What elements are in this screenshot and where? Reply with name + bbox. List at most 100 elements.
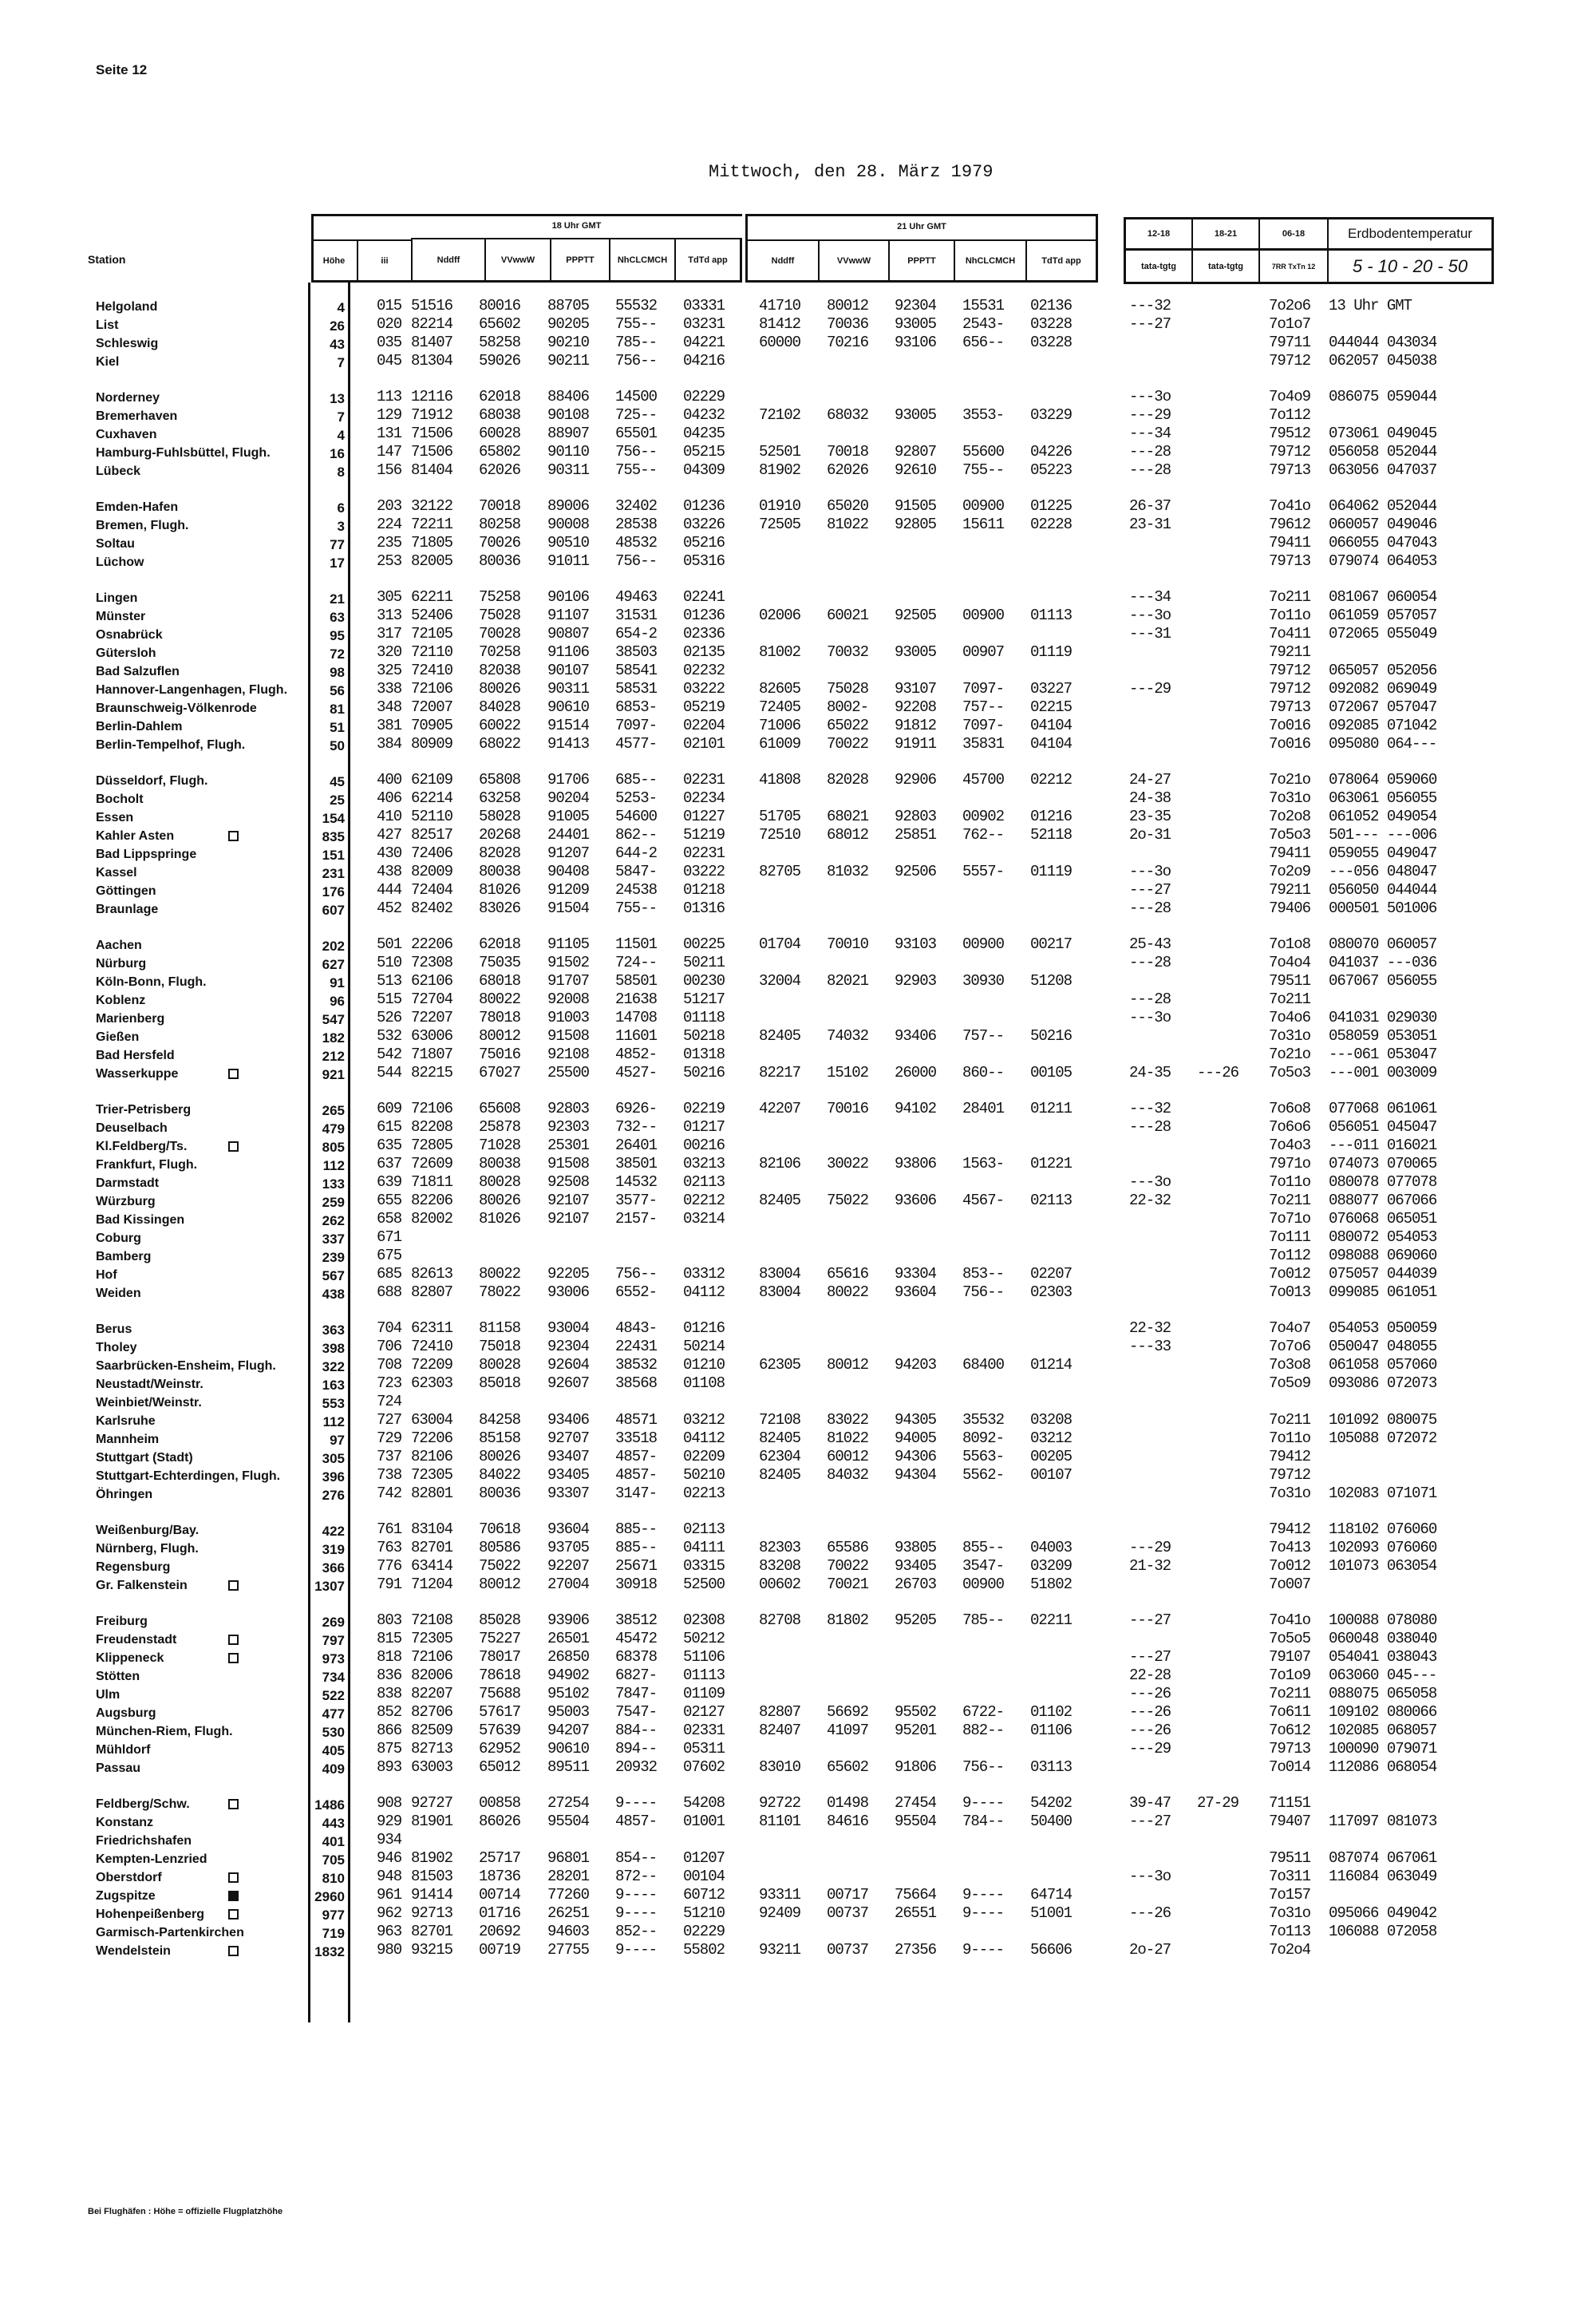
obs-18-value: 725-- bbox=[615, 406, 658, 424]
obs-18-value: 51219 bbox=[683, 826, 725, 844]
table-row: Konstanz 443 929 81901 86026 95504 4857- 01001 8… bbox=[0, 1813, 1596, 1831]
station-name: Freiburg bbox=[96, 1615, 148, 1628]
table-row: Lingen 21 305 62211 75258 90106 49463 02241 ---3… bbox=[0, 588, 1596, 607]
temp-06-18: 79713 bbox=[1269, 698, 1311, 716]
station-height: 443 bbox=[322, 1816, 345, 1831]
obs-18-value: 75035 bbox=[479, 954, 521, 971]
obs-18-value: 02209 bbox=[683, 1448, 725, 1465]
obs-18-value: 70028 bbox=[479, 625, 521, 642]
table-row: Garmisch-Partenkirchen 719 963 82701 20692 94… bbox=[0, 1923, 1596, 1941]
obs-18-value: 90110 bbox=[547, 443, 590, 461]
station-height: 810 bbox=[322, 1871, 345, 1886]
obs-21-value: 82407 bbox=[759, 1722, 801, 1739]
temp-12-18: ---33 bbox=[1129, 1338, 1171, 1355]
obs-18-value: 27254 bbox=[547, 1794, 590, 1812]
obs-18-value: 82701 bbox=[411, 1923, 453, 1940]
station-height: 422 bbox=[322, 1524, 345, 1539]
obs-18-value: 54208 bbox=[683, 1794, 725, 1812]
header-18-col-5: TdTd app bbox=[674, 238, 742, 281]
table-row: Kahler Asten 835 427 82517 20268 24401 862-- 51… bbox=[0, 826, 1596, 844]
obs-18-value: 72106 bbox=[411, 1648, 453, 1666]
obs-18-value: 755-- bbox=[615, 315, 658, 333]
obs-21-value: 01113 bbox=[1030, 607, 1073, 624]
temp-06-18: 7o11o bbox=[1269, 1173, 1311, 1191]
obs-18-value: 82009 bbox=[411, 863, 453, 880]
obs-21-value: 03208 bbox=[1030, 1411, 1073, 1429]
obs-18-value: 11501 bbox=[615, 935, 658, 953]
obs-18-value: 51106 bbox=[683, 1648, 725, 1666]
soil-temperature: 105088 072072 bbox=[1329, 1429, 1437, 1447]
obs-18-value: 63414 bbox=[411, 1557, 453, 1575]
temp-06-18: 79211 bbox=[1269, 881, 1311, 899]
station-name: Frankfurt, Flugh. bbox=[96, 1158, 198, 1172]
station-name: Kiel bbox=[96, 355, 120, 369]
station-name: Regensburg bbox=[96, 1560, 171, 1574]
temp-06-18: 79711 bbox=[1269, 334, 1311, 351]
obs-18-value: 02232 bbox=[683, 662, 725, 679]
obs-18-value: 82038 bbox=[479, 662, 521, 679]
obs-18-value: 65608 bbox=[479, 1100, 521, 1117]
table-row: Wendelstein 1832 980 93215 00719 27755 9---- 55… bbox=[0, 1941, 1596, 1959]
station-name: Lübeck bbox=[96, 465, 141, 478]
obs-21-value: 93806 bbox=[895, 1155, 937, 1172]
station-group: Feldberg/Schw. 1486 908 92727 00858 27254 9---… bbox=[0, 1794, 1596, 1959]
station-name: Zugspitze bbox=[96, 1889, 156, 1903]
obs-21-value: 50400 bbox=[1030, 1813, 1073, 1830]
divider-line bbox=[348, 283, 350, 2022]
obs-18-value: 02231 bbox=[683, 844, 725, 862]
obs-18-value: 02127 bbox=[683, 1703, 725, 1721]
soil-temperature: 058059 053051 bbox=[1329, 1027, 1437, 1045]
obs-18-value: 72105 bbox=[411, 625, 453, 642]
obs-18-value: 52110 bbox=[411, 808, 453, 825]
open-square-icon bbox=[228, 1635, 239, 1645]
obs-18-value: 01207 bbox=[683, 1849, 725, 1867]
obs-21-value: 92807 bbox=[895, 443, 937, 461]
obs-21-value: 65022 bbox=[827, 717, 869, 734]
obs-18-value: 68022 bbox=[479, 735, 521, 753]
obs-21-value: 82708 bbox=[759, 1611, 801, 1629]
station-height: 734 bbox=[322, 1670, 345, 1685]
obs-18-value: 62109 bbox=[411, 771, 453, 789]
obs-18-value: 82402 bbox=[411, 899, 453, 917]
station-id: 742 bbox=[377, 1485, 402, 1502]
obs-18-value: 02231 bbox=[683, 771, 725, 789]
obs-18-value: 654-2 bbox=[615, 625, 658, 642]
obs-18-value: 82206 bbox=[411, 1192, 453, 1209]
table-row: Darmstadt 133 639 71811 80028 92508 14532 02113… bbox=[0, 1173, 1596, 1192]
obs-18-value: 01001 bbox=[683, 1813, 725, 1830]
soil-temperature: 056058 052044 bbox=[1329, 443, 1437, 461]
station-id: 224 bbox=[377, 516, 402, 533]
obs-21-value: 756-- bbox=[962, 1758, 1005, 1776]
obs-18-value: 02336 bbox=[683, 625, 725, 642]
temp-06-18: 7o3o8 bbox=[1269, 1356, 1311, 1374]
obs-21-value: 8002- bbox=[827, 698, 869, 716]
obs-18-value: 51217 bbox=[683, 990, 725, 1008]
header-18-uhr: 18 Uhr GMT bbox=[551, 221, 602, 231]
station-name: Weiden bbox=[96, 1287, 141, 1300]
soil-temperature: 088075 065058 bbox=[1329, 1685, 1437, 1702]
obs-18-value: 05216 bbox=[683, 534, 725, 552]
obs-18-value: 77260 bbox=[547, 1886, 590, 1904]
soil-temperature: 092082 069049 bbox=[1329, 680, 1437, 698]
obs-21-value: 84032 bbox=[827, 1466, 869, 1484]
obs-21-value: 71006 bbox=[759, 717, 801, 734]
obs-18-value: 9---- bbox=[615, 1904, 658, 1922]
obs-18-value: 70018 bbox=[479, 497, 521, 515]
temp-12-18: ---28 bbox=[1129, 899, 1171, 917]
station-group: Emden-Hafen 6 203 32122 70018 89006 32402 01236… bbox=[0, 497, 1596, 571]
obs-21-value: 02136 bbox=[1030, 297, 1073, 314]
obs-21-value: 68400 bbox=[962, 1356, 1005, 1374]
obs-21-value: 02113 bbox=[1030, 1192, 1073, 1209]
obs-18-value: 04221 bbox=[683, 334, 725, 351]
obs-18-value: 80026 bbox=[479, 680, 521, 698]
obs-21-value: 02228 bbox=[1030, 516, 1073, 533]
station-id: 946 bbox=[377, 1849, 402, 1867]
obs-21-value: 02006 bbox=[759, 607, 801, 624]
obs-18-value: 02113 bbox=[683, 1173, 725, 1191]
obs-18-value: 92108 bbox=[547, 1046, 590, 1063]
station-height: 337 bbox=[322, 1232, 345, 1247]
station-id: 410 bbox=[377, 808, 402, 825]
obs-18-value: 51516 bbox=[411, 297, 453, 314]
obs-18-value: 90210 bbox=[547, 334, 590, 351]
station-id: 513 bbox=[377, 972, 402, 990]
